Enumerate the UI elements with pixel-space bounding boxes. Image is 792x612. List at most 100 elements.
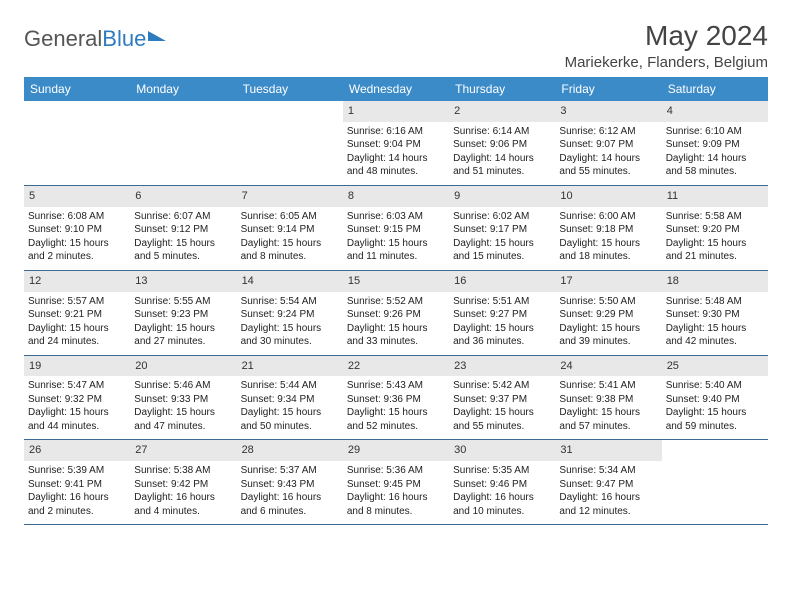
- daylight-text: and 44 minutes.: [28, 420, 126, 434]
- daylight-text: and 21 minutes.: [666, 250, 764, 264]
- day-number: 24: [555, 356, 661, 377]
- calendar-cell: 11Sunrise: 5:58 AMSunset: 9:20 PMDayligh…: [662, 185, 768, 270]
- sunrise-text: Sunrise: 5:50 AM: [559, 295, 657, 309]
- daylight-text: and 51 minutes.: [453, 165, 551, 179]
- daylight-text: and 27 minutes.: [134, 335, 232, 349]
- calendar-cell: 26Sunrise: 5:39 AMSunset: 9:41 PMDayligh…: [24, 440, 130, 525]
- calendar-cell: 16Sunrise: 5:51 AMSunset: 9:27 PMDayligh…: [449, 270, 555, 355]
- sunrise-text: Sunrise: 5:46 AM: [134, 379, 232, 393]
- daylight-text: Daylight: 15 hours: [453, 237, 551, 251]
- brand-logo: GeneralBlue: [24, 20, 166, 52]
- sunset-text: Sunset: 9:17 PM: [453, 223, 551, 237]
- sunrise-text: Sunrise: 5:44 AM: [241, 379, 339, 393]
- sunset-text: Sunset: 9:43 PM: [241, 478, 339, 492]
- daylight-text: Daylight: 16 hours: [134, 491, 232, 505]
- sunrise-text: Sunrise: 6:12 AM: [559, 125, 657, 139]
- daylight-text: and 6 minutes.: [241, 505, 339, 519]
- sunset-text: Sunset: 9:33 PM: [134, 393, 232, 407]
- day-number: 6: [130, 186, 236, 207]
- day-number: 27: [130, 440, 236, 461]
- sunrise-text: Sunrise: 5:34 AM: [559, 464, 657, 478]
- daylight-text: Daylight: 14 hours: [347, 152, 445, 166]
- day-number: 29: [343, 440, 449, 461]
- day-number: 2: [449, 101, 555, 122]
- sunset-text: Sunset: 9:37 PM: [453, 393, 551, 407]
- sunset-text: Sunset: 9:23 PM: [134, 308, 232, 322]
- daylight-text: and 8 minutes.: [241, 250, 339, 264]
- calendar-cell: 14Sunrise: 5:54 AMSunset: 9:24 PMDayligh…: [237, 270, 343, 355]
- location-label: Mariekerke, Flanders, Belgium: [565, 54, 768, 71]
- sunset-text: Sunset: 9:18 PM: [559, 223, 657, 237]
- day-number: 16: [449, 271, 555, 292]
- daylight-text: and 50 minutes.: [241, 420, 339, 434]
- calendar-cell: 3Sunrise: 6:12 AMSunset: 9:07 PMDaylight…: [555, 101, 661, 185]
- sunrise-text: Sunrise: 5:37 AM: [241, 464, 339, 478]
- sunrise-text: Sunrise: 5:42 AM: [453, 379, 551, 393]
- sunrise-text: Sunrise: 5:48 AM: [666, 295, 764, 309]
- daylight-text: Daylight: 15 hours: [666, 322, 764, 336]
- calendar-cell: 22Sunrise: 5:43 AMSunset: 9:36 PMDayligh…: [343, 355, 449, 440]
- sunset-text: Sunset: 9:24 PM: [241, 308, 339, 322]
- sunrise-text: Sunrise: 5:38 AM: [134, 464, 232, 478]
- daylight-text: and 2 minutes.: [28, 250, 126, 264]
- sunrise-text: Sunrise: 5:54 AM: [241, 295, 339, 309]
- sunset-text: Sunset: 9:32 PM: [28, 393, 126, 407]
- brand-part1: General: [24, 26, 102, 52]
- daylight-text: Daylight: 16 hours: [559, 491, 657, 505]
- sunrise-text: Sunrise: 5:40 AM: [666, 379, 764, 393]
- daylight-text: and 2 minutes.: [28, 505, 126, 519]
- day-number: 1: [343, 101, 449, 122]
- sunrise-text: Sunrise: 5:47 AM: [28, 379, 126, 393]
- calendar-cell: 28Sunrise: 5:37 AMSunset: 9:43 PMDayligh…: [237, 440, 343, 525]
- daylight-text: and 30 minutes.: [241, 335, 339, 349]
- sunset-text: Sunset: 9:45 PM: [347, 478, 445, 492]
- daylight-text: Daylight: 15 hours: [347, 322, 445, 336]
- calendar-cell: 6Sunrise: 6:07 AMSunset: 9:12 PMDaylight…: [130, 185, 236, 270]
- sunrise-text: Sunrise: 5:36 AM: [347, 464, 445, 478]
- sunset-text: Sunset: 9:15 PM: [347, 223, 445, 237]
- calendar-cell: 19Sunrise: 5:47 AMSunset: 9:32 PMDayligh…: [24, 355, 130, 440]
- calendar-cell: 30Sunrise: 5:35 AMSunset: 9:46 PMDayligh…: [449, 440, 555, 525]
- daylight-text: and 55 minutes.: [453, 420, 551, 434]
- daylight-text: and 48 minutes.: [347, 165, 445, 179]
- day-number: 26: [24, 440, 130, 461]
- daylight-text: and 24 minutes.: [28, 335, 126, 349]
- calendar-table: SundayMondayTuesdayWednesdayThursdayFrid…: [24, 77, 768, 525]
- daylight-text: and 36 minutes.: [453, 335, 551, 349]
- daylight-text: Daylight: 15 hours: [28, 237, 126, 251]
- daylight-text: Daylight: 15 hours: [134, 322, 232, 336]
- calendar-cell: 18Sunrise: 5:48 AMSunset: 9:30 PMDayligh…: [662, 270, 768, 355]
- day-number: 11: [662, 186, 768, 207]
- daylight-text: and 8 minutes.: [347, 505, 445, 519]
- calendar-week: 1Sunrise: 6:16 AMSunset: 9:04 PMDaylight…: [24, 101, 768, 185]
- daylight-text: Daylight: 16 hours: [241, 491, 339, 505]
- calendar-week: 26Sunrise: 5:39 AMSunset: 9:41 PMDayligh…: [24, 440, 768, 525]
- calendar-cell: [237, 101, 343, 185]
- calendar-cell: 31Sunrise: 5:34 AMSunset: 9:47 PMDayligh…: [555, 440, 661, 525]
- calendar-cell: 27Sunrise: 5:38 AMSunset: 9:42 PMDayligh…: [130, 440, 236, 525]
- daylight-text: Daylight: 15 hours: [134, 237, 232, 251]
- daylight-text: and 55 minutes.: [559, 165, 657, 179]
- day-number: 14: [237, 271, 343, 292]
- sunrise-text: Sunrise: 6:05 AM: [241, 210, 339, 224]
- sunset-text: Sunset: 9:09 PM: [666, 138, 764, 152]
- day-number: 17: [555, 271, 661, 292]
- calendar-cell: 17Sunrise: 5:50 AMSunset: 9:29 PMDayligh…: [555, 270, 661, 355]
- daylight-text: Daylight: 15 hours: [28, 406, 126, 420]
- day-number: 13: [130, 271, 236, 292]
- day-number: 8: [343, 186, 449, 207]
- daylight-text: and 12 minutes.: [559, 505, 657, 519]
- day-number: 15: [343, 271, 449, 292]
- brand-part2: Blue: [102, 26, 146, 52]
- sunset-text: Sunset: 9:10 PM: [28, 223, 126, 237]
- calendar-cell: 23Sunrise: 5:42 AMSunset: 9:37 PMDayligh…: [449, 355, 555, 440]
- daylight-text: and 15 minutes.: [453, 250, 551, 264]
- sunset-text: Sunset: 9:04 PM: [347, 138, 445, 152]
- sunset-text: Sunset: 9:40 PM: [666, 393, 764, 407]
- day-header: Sunday: [24, 77, 130, 101]
- calendar-header-row: SundayMondayTuesdayWednesdayThursdayFrid…: [24, 77, 768, 101]
- day-number: 25: [662, 356, 768, 377]
- day-header: Wednesday: [343, 77, 449, 101]
- calendar-cell: 10Sunrise: 6:00 AMSunset: 9:18 PMDayligh…: [555, 185, 661, 270]
- daylight-text: and 58 minutes.: [666, 165, 764, 179]
